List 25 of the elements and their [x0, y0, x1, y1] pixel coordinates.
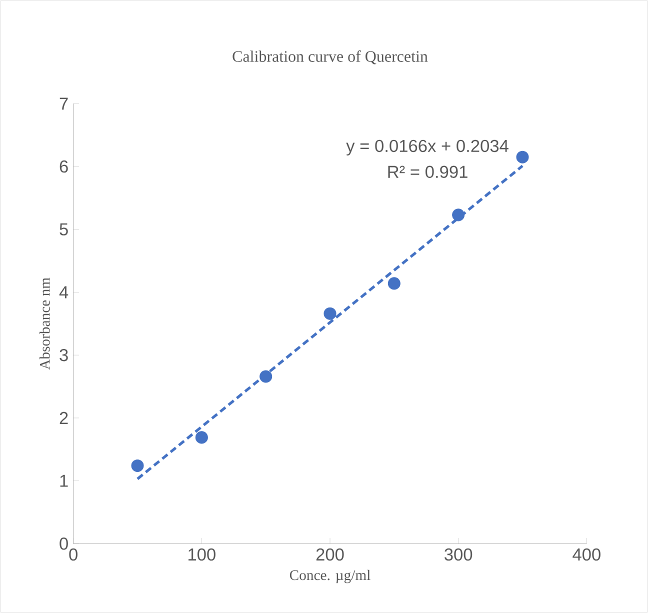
- y-tick-label: 5: [60, 223, 68, 236]
- y-tick-label: 7: [60, 98, 68, 110]
- point: [388, 277, 400, 290]
- point: [195, 431, 208, 444]
- chart-title: Calibration curve of Quercetin: [232, 50, 428, 64]
- x-tick-label: 100: [188, 548, 216, 561]
- annotation: y = 0.0166x + 0.2034: [346, 140, 508, 156]
- x-tick-label: 0: [69, 548, 78, 561]
- y-tick-label: 0: [60, 538, 68, 550]
- y-tick-label: 2: [60, 412, 68, 424]
- point: [324, 307, 336, 320]
- y-tick-label: 4: [59, 286, 68, 298]
- point: [452, 208, 465, 222]
- point: [260, 370, 272, 383]
- point: [131, 459, 144, 472]
- y-tick-label: 3: [60, 348, 68, 362]
- y-tick-label: 6: [60, 160, 68, 173]
- y-axis-title: Absorbance nm: [40, 278, 50, 370]
- x-axis-title: Conce. µg/ml: [290, 570, 370, 584]
- x-tick-label: 200: [316, 548, 344, 561]
- annotation: R² = 0.991: [388, 166, 468, 178]
- x-tick-label: 300: [444, 548, 472, 561]
- x-tick-label: 400: [572, 548, 600, 561]
- point: [516, 150, 529, 164]
- y-tick-label: 1: [60, 474, 68, 487]
